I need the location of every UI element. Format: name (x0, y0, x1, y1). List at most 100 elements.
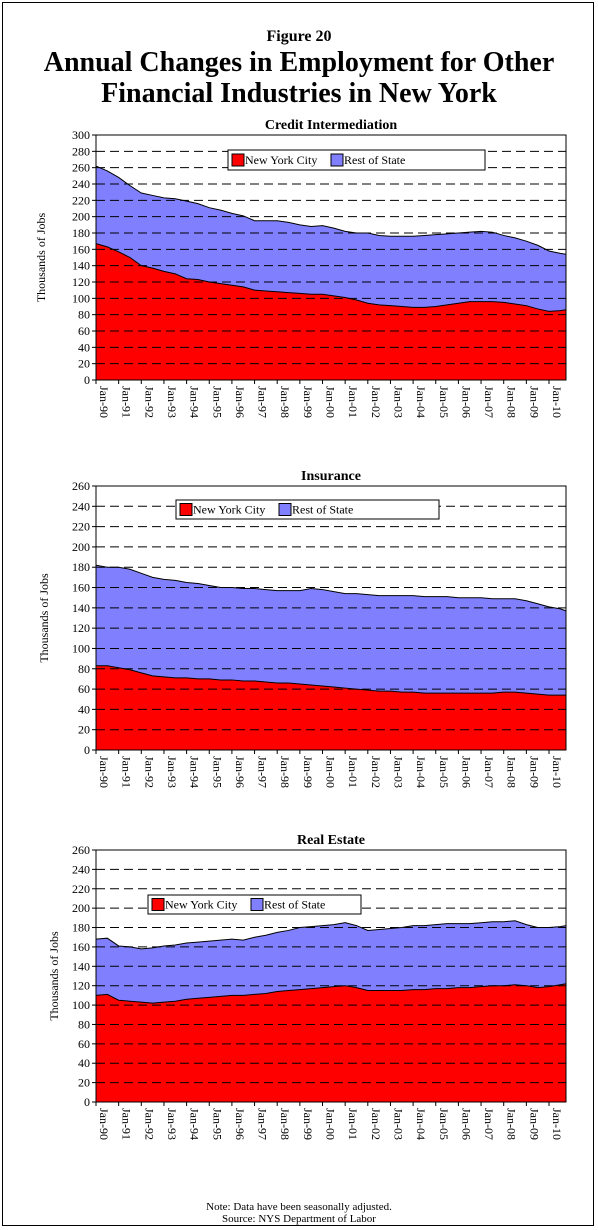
legend-label-new-york-city: New York City (245, 153, 317, 167)
y-tick-label: 120 (72, 979, 90, 993)
y-tick-label: 220 (72, 193, 90, 207)
x-tick-label: Jan-05 (437, 386, 451, 418)
series-rest-of-state-area (96, 166, 566, 312)
footnote-source: Source: NYS Department of Labor (222, 1213, 376, 1225)
legend-label-new-york-city: New York City (165, 898, 237, 912)
x-tick-label: Jan-00 (324, 386, 338, 418)
series-total-line (95, 920, 567, 950)
plot-border (95, 485, 567, 751)
y-tick-label: 20 (78, 723, 90, 737)
y-tick-label: 260 (72, 479, 90, 493)
y-tick-label: 220 (72, 520, 90, 534)
legend-label-new-york-city: New York City (193, 503, 265, 517)
y-tick-label: 240 (72, 499, 90, 513)
x-tick-label: Jan-93 (165, 1108, 179, 1140)
y-tick-label: 100 (72, 998, 90, 1012)
x-tick-label: Jan-09 (527, 386, 541, 418)
y-tick-label: 20 (78, 357, 90, 371)
series-nyc-line (96, 665, 566, 696)
legend-box (175, 499, 440, 520)
plot-border (95, 849, 567, 1103)
x-tick-label: Jan-99 (301, 756, 315, 788)
y-tick-label: 80 (78, 1017, 90, 1031)
series-total-line (95, 165, 567, 255)
x-tick-label: Jan-90 (97, 386, 111, 418)
footnote-note: Note: Data have been seasonally adjusted… (206, 1201, 392, 1213)
y-axis-label: Thousands of Jobs (47, 931, 61, 1021)
legend-label-rest-of-state: Rest of State (292, 503, 353, 517)
series-new-york-city-area (96, 243, 566, 380)
x-tick-label: Jan-94 (188, 386, 202, 418)
x-tick-label: Jan-01 (346, 756, 360, 788)
legend-label-rest-of-state: Rest of State (264, 898, 325, 912)
x-tick-label: Jan-00 (324, 1108, 338, 1140)
y-tick-label: 80 (78, 308, 90, 322)
x-tick-label: Jan-07 (482, 756, 496, 788)
real-estate-chart: Real Estate 0 20 40 60 80 100 120 140 160 180 200 22… (47, 833, 567, 1140)
x-tick-label: Jan-04 (414, 1108, 428, 1140)
y-tick-label: 200 (72, 540, 90, 554)
series-new-york-city-area (96, 983, 566, 1102)
x-tick-label: Jan-99 (301, 1108, 315, 1140)
y-tick-label: 60 (78, 1037, 90, 1051)
y-tick-label: 0 (84, 1095, 90, 1109)
x-tick-label: Jan-03 (391, 1108, 405, 1140)
y-tick-label: 280 (72, 144, 90, 158)
y-tick-label: 200 (72, 210, 90, 224)
x-tick-label: Jan-02 (369, 386, 383, 418)
y-tick-label: 200 (72, 901, 90, 915)
y-tick-label: 260 (72, 843, 90, 857)
x-tick-label: Jan-06 (459, 386, 473, 418)
x-tick-label: Jan-07 (482, 1108, 496, 1140)
x-tick-label: Jan-05 (437, 756, 451, 788)
series-rest-of-state-area (96, 565, 566, 696)
legend-label-rest-of-state: Rest of State (344, 153, 405, 167)
x-tick-label: Jan-03 (391, 756, 405, 788)
y-tick-label: 180 (72, 226, 90, 240)
legend-swatch-rest-of-state (330, 153, 344, 167)
series-total-line (95, 564, 567, 612)
x-tick-label: Jan-96 (233, 1108, 247, 1140)
x-tick-label: Jan-00 (324, 756, 338, 788)
y-tick-label: 120 (72, 621, 90, 635)
x-tick-label: Jan-02 (369, 1108, 383, 1140)
chart-title: Real Estate (297, 833, 365, 848)
figure-title-line-2: Financial Industries in New York (101, 78, 497, 109)
x-tick-label: Jan-03 (391, 386, 405, 418)
x-tick-label: Jan-92 (142, 1108, 156, 1140)
plot-border (95, 134, 567, 381)
x-tick-label: Jan-94 (188, 1108, 202, 1140)
y-tick-label: 60 (78, 682, 90, 696)
x-tick-label: Jan-01 (346, 386, 360, 418)
y-tick-label: 0 (84, 373, 90, 387)
y-tick-label: 180 (72, 921, 90, 935)
y-tick-label: 300 (72, 128, 90, 142)
x-tick-label: Jan-10 (550, 386, 564, 418)
y-tick-label: 240 (72, 862, 90, 876)
x-tick-label: Jan-05 (437, 1108, 451, 1140)
y-tick-label: 180 (72, 560, 90, 574)
y-tick-label: 140 (72, 259, 90, 273)
x-tick-label: Jan-94 (188, 756, 202, 788)
insurance-chart: Insurance 0 20 40 60 80 100 120 140 160 180 200 220 2… (37, 469, 567, 788)
x-tick-label: Jan-08 (505, 1108, 519, 1140)
y-tick-label: 60 (78, 324, 90, 338)
x-tick-label: Jan-90 (97, 756, 111, 788)
x-tick-label: Jan-93 (165, 756, 179, 788)
x-tick-label: Jan-96 (233, 756, 247, 788)
x-tick-label: Jan-09 (527, 756, 541, 788)
figure-label: Figure 20 (266, 28, 332, 45)
x-tick-label: Jan-95 (210, 1108, 224, 1140)
x-tick-label: Jan-08 (505, 756, 519, 788)
y-tick-label: 100 (72, 641, 90, 655)
x-tick-label: Jan-07 (482, 386, 496, 418)
y-axis-label: Thousands of Jobs (34, 213, 48, 303)
x-tick-label: Jan-97 (256, 1108, 270, 1140)
x-tick-label: Jan-91 (120, 756, 134, 788)
x-tick-label: Jan-01 (346, 1108, 360, 1140)
y-tick-label: 260 (72, 161, 90, 175)
y-tick-label: 240 (72, 177, 90, 191)
legend-swatch-rest-of-state (250, 898, 264, 911)
x-tick-label: Jan-92 (142, 756, 156, 788)
figure-title-line-1: Annual Changes in Employment for Other (43, 47, 555, 78)
